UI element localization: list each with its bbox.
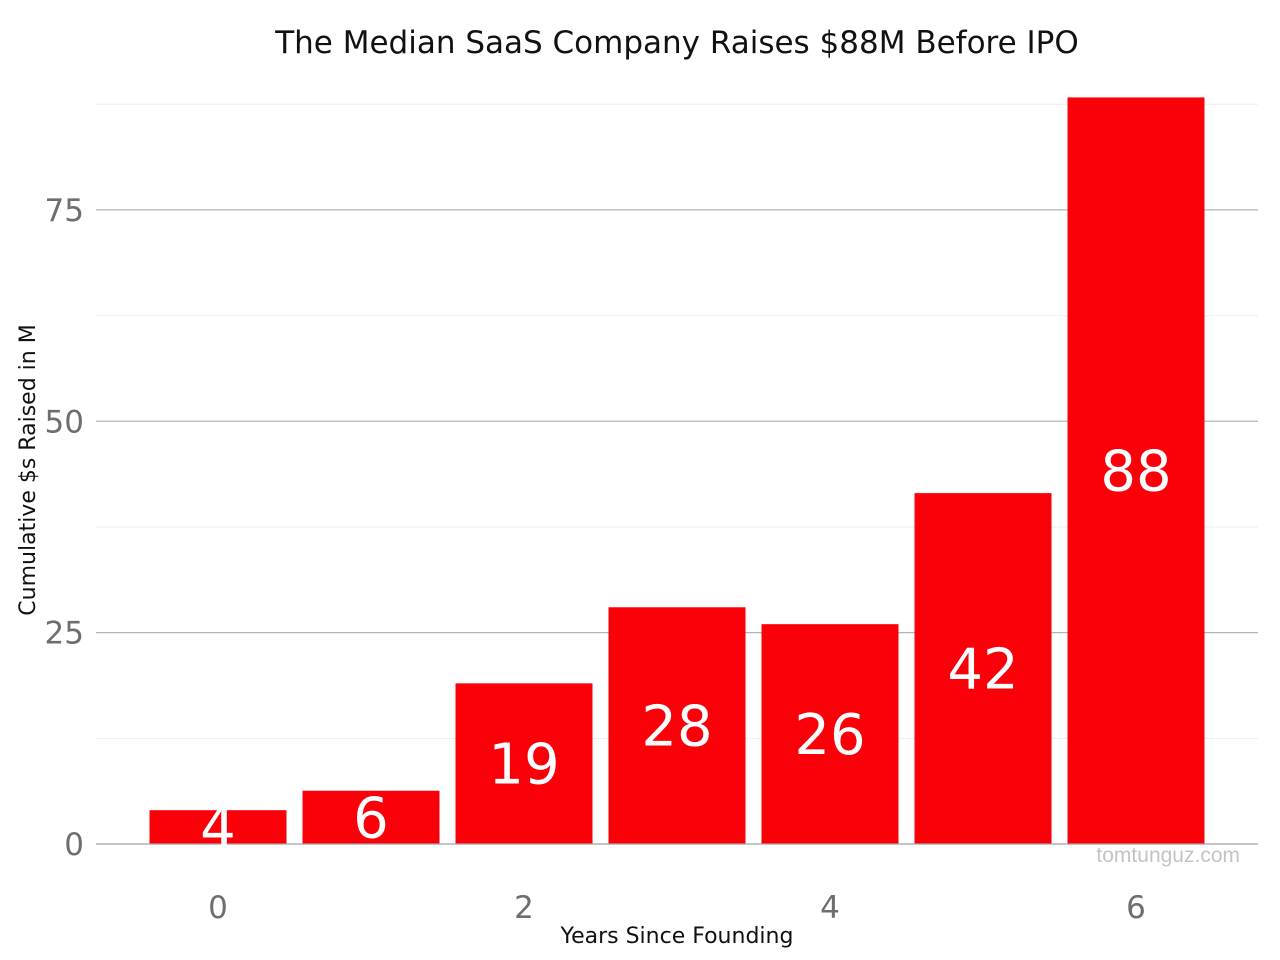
bar (1067, 97, 1205, 844)
bar-data-labels: 4 6 19 28 26 42 88 (200, 440, 1171, 861)
y-tick-label: 75 (45, 193, 84, 229)
bar (302, 790, 440, 844)
y-axis-ticks: 0 25 50 75 (45, 193, 84, 863)
x-tick-label: 2 (514, 890, 534, 926)
x-tick-label: 6 (1126, 890, 1146, 926)
bar (761, 624, 899, 844)
bar (914, 493, 1052, 844)
gridlines (96, 103, 1258, 739)
bar-data-label: 6 (353, 786, 389, 851)
watermark: tomtunguz.com (1096, 844, 1240, 867)
y-tick-label: 0 (64, 827, 84, 863)
x-axis-ticks: 0 2 4 6 (208, 890, 1146, 926)
bar-data-label: 19 (488, 733, 559, 798)
bar (608, 607, 746, 844)
chart-title: The Median SaaS Company Raises $88M Befo… (274, 25, 1079, 61)
y-tick-label: 50 (45, 404, 84, 440)
x-tick-label: 4 (820, 890, 840, 926)
bar-data-label: 26 (794, 703, 865, 768)
bar-data-label: 4 (200, 796, 236, 861)
y-tick-label: 25 (45, 616, 84, 652)
bar-data-label: 42 (947, 638, 1018, 703)
x-tick-label: 0 (208, 890, 228, 926)
bar (455, 683, 593, 844)
y-axis-title: Cumulative $s Raised in M (16, 324, 41, 615)
bar (149, 810, 287, 844)
bar-data-label: 88 (1100, 440, 1171, 505)
x-axis-title: Years Since Founding (560, 924, 794, 949)
bars (149, 97, 1205, 844)
bar-data-label: 28 (641, 695, 712, 760)
